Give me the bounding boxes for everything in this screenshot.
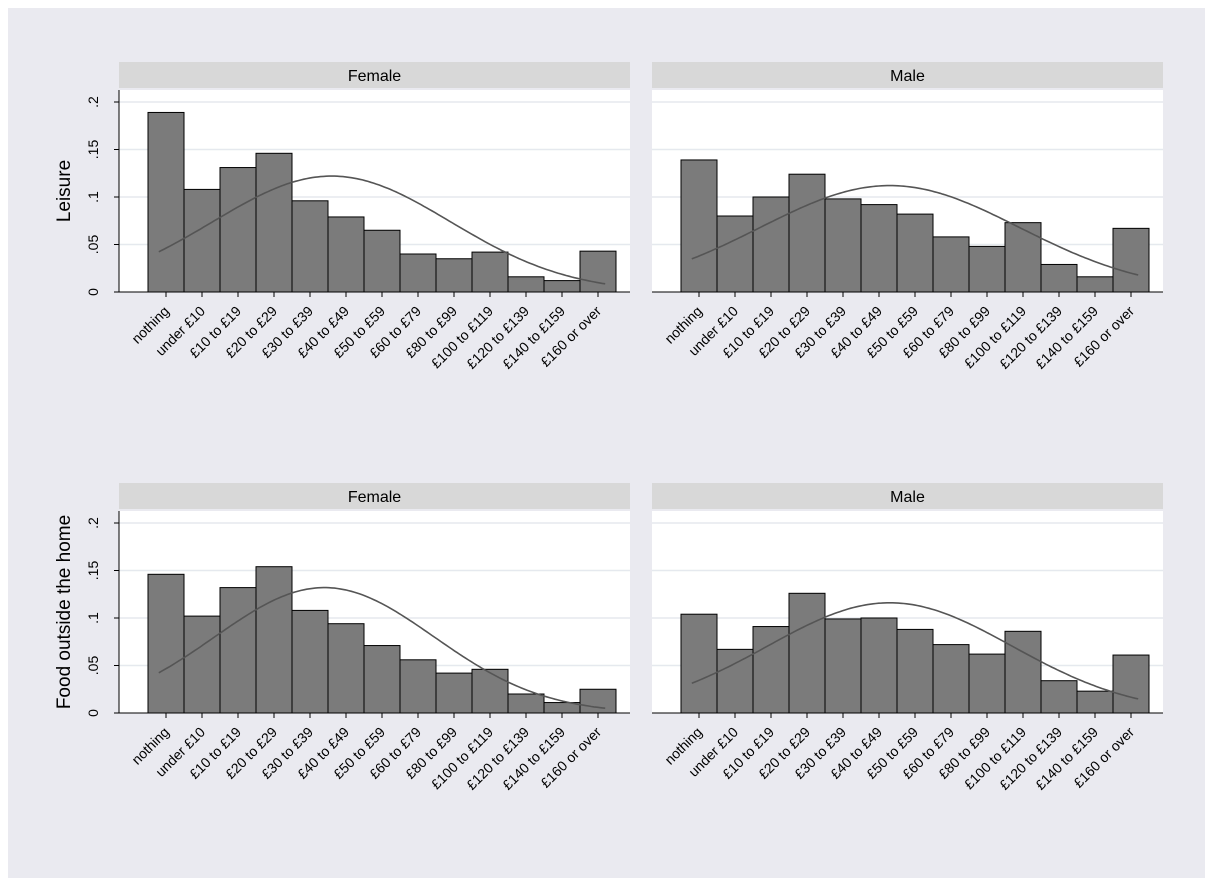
histogram-bar bbox=[471, 251, 509, 293]
y-tick-label: .05 bbox=[85, 235, 101, 255]
histogram-bar bbox=[1112, 654, 1150, 714]
y-tick-label: .1 bbox=[85, 612, 101, 624]
density-curve bbox=[691, 601, 1139, 700]
histogram-bar bbox=[932, 236, 970, 293]
histogram-bar bbox=[680, 613, 718, 714]
histogram-bar bbox=[716, 215, 754, 293]
histogram-bar bbox=[932, 644, 970, 714]
histogram-bar bbox=[327, 623, 365, 714]
histogram-bar bbox=[471, 668, 509, 714]
histogram-bar bbox=[1004, 630, 1042, 714]
histogram-bar bbox=[788, 173, 826, 293]
histogram-bar bbox=[1076, 276, 1114, 293]
histogram-bar bbox=[579, 250, 617, 293]
density-curve bbox=[691, 184, 1139, 276]
panel-strip-label: Male bbox=[890, 489, 925, 506]
y-tick-label: .2 bbox=[85, 517, 101, 529]
histogram-bar bbox=[507, 693, 545, 714]
y-tick-label: .05 bbox=[85, 656, 101, 676]
histogram-bar bbox=[291, 200, 329, 293]
y-tick-label: .15 bbox=[85, 140, 101, 160]
y-tick-label: .15 bbox=[85, 561, 101, 581]
histogram-bar bbox=[147, 573, 185, 714]
histogram-bar bbox=[435, 672, 473, 714]
histogram-bar bbox=[968, 245, 1006, 293]
row-ylabel: Food outside the home bbox=[54, 515, 75, 709]
panel-strip bbox=[119, 483, 630, 509]
panel-strip-label: Male bbox=[890, 68, 925, 85]
histogram-bar bbox=[680, 159, 718, 293]
density-curve bbox=[158, 586, 606, 709]
histogram-bar bbox=[824, 198, 862, 293]
y-tick-label: 0 bbox=[85, 709, 101, 717]
histogram-bar bbox=[1040, 680, 1078, 714]
row-ylabel: Leisure bbox=[54, 160, 75, 222]
density-curve bbox=[158, 175, 606, 285]
panel-strip bbox=[119, 62, 630, 88]
histogram-bar bbox=[752, 626, 790, 714]
histogram-bar bbox=[896, 213, 934, 293]
histogram-bar bbox=[824, 618, 862, 714]
histogram-bar bbox=[435, 258, 473, 293]
histogram-bar bbox=[291, 609, 329, 714]
histogram-bar bbox=[147, 111, 185, 293]
histogram-bar bbox=[579, 688, 617, 714]
histogram-bar bbox=[255, 152, 293, 293]
histogram-bar bbox=[716, 648, 754, 714]
panel-strip-label: Female bbox=[348, 68, 401, 85]
panel-strip bbox=[652, 483, 1163, 509]
histogram-bar bbox=[219, 167, 257, 293]
histogram-bar bbox=[1112, 227, 1150, 293]
panel-strip-label: Female bbox=[348, 489, 401, 506]
y-tick-label: .2 bbox=[85, 96, 101, 108]
histogram-bar bbox=[1076, 690, 1114, 714]
histogram-bar bbox=[1040, 263, 1078, 293]
histogram-bar bbox=[752, 196, 790, 293]
histogram-bar bbox=[1004, 222, 1042, 293]
histogram-bar bbox=[399, 253, 437, 293]
histogram-bar bbox=[327, 216, 365, 293]
histogram-bar bbox=[860, 617, 898, 714]
histogram-bar bbox=[183, 188, 221, 293]
histogram-bar bbox=[896, 628, 934, 714]
panel-strip bbox=[652, 62, 1163, 88]
histogram-bar bbox=[363, 229, 401, 293]
y-tick-label: 0 bbox=[85, 288, 101, 296]
histogram-bar bbox=[255, 566, 293, 714]
histogram-bar bbox=[788, 592, 826, 714]
histogram-bar bbox=[183, 615, 221, 714]
y-tick-label: .1 bbox=[85, 191, 101, 203]
histogram-bar bbox=[968, 653, 1006, 714]
histogram-bar bbox=[219, 587, 257, 714]
histogram-bar bbox=[507, 276, 545, 293]
histogram-bar bbox=[860, 204, 898, 293]
histogram-bar bbox=[399, 659, 437, 714]
histogram-bar bbox=[543, 280, 581, 293]
histogram-bar bbox=[363, 645, 401, 714]
